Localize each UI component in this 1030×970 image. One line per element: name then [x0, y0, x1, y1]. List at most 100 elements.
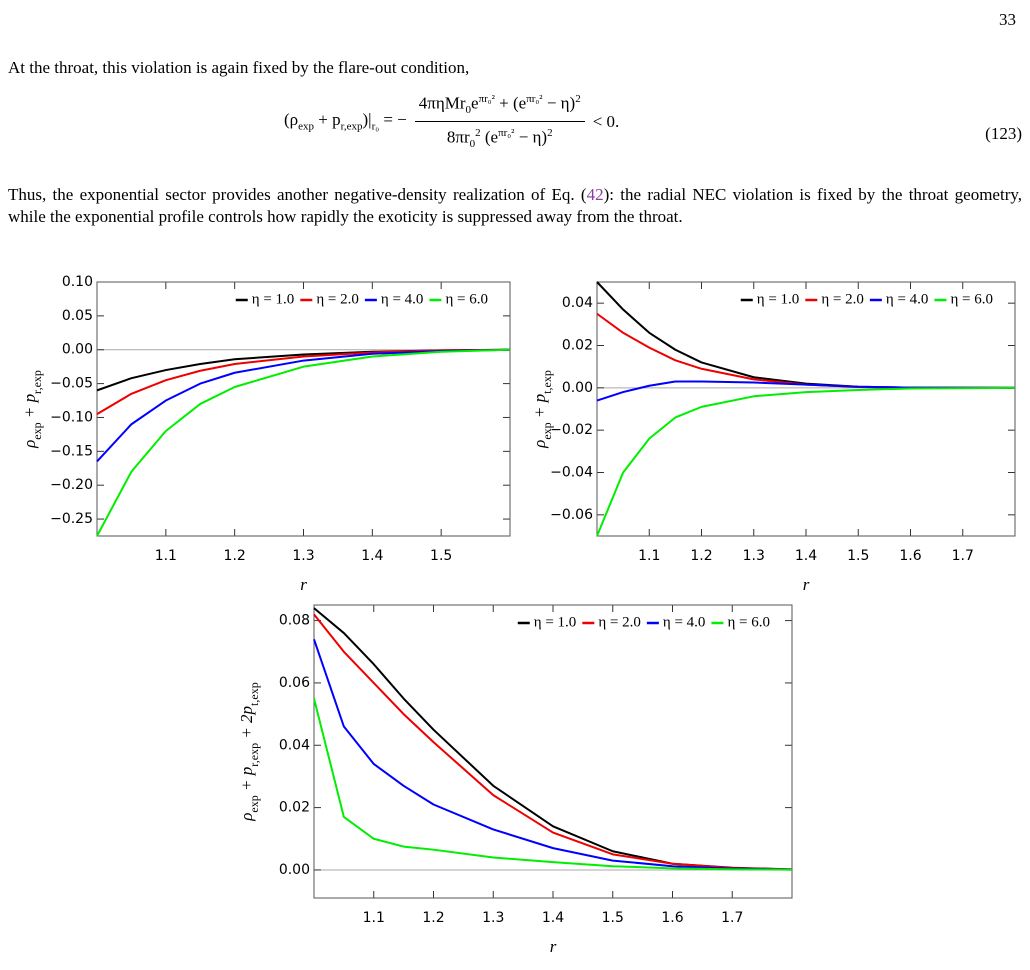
plot-frame — [96, 281, 511, 537]
y-axis-label-piece: ρ — [530, 440, 549, 449]
y-axis-label: ρexp + pr,exp — [20, 370, 44, 449]
series-line — [313, 698, 793, 871]
x-tick-label: 1.2 — [690, 548, 712, 564]
math-piece: 2 — [547, 127, 553, 140]
series-line — [313, 613, 793, 871]
math-piece: πr₀² — [478, 93, 495, 105]
y-axis-label-piece: + p — [530, 394, 549, 422]
legend-label: η = 4.0 — [381, 291, 424, 307]
y-tick-label: −0.05 — [50, 376, 93, 392]
x-tick-label: 1.5 — [847, 548, 869, 564]
series-line — [313, 607, 793, 871]
math-piece: (ρ — [284, 110, 299, 130]
math-piece: )| — [362, 110, 372, 130]
math-piece: 2 — [575, 93, 581, 105]
legend-label: η = 2.0 — [598, 614, 641, 630]
math-piece: + p — [314, 110, 341, 130]
equation-lhs: (ρexp + pr,exp)|r₀ = − — [284, 110, 407, 132]
x-tick-label: 1.6 — [661, 910, 683, 926]
y-axis-label-piece: t,exp — [247, 682, 261, 706]
math-piece: 2 — [475, 127, 481, 140]
y-tick-label: −0.06 — [550, 507, 593, 523]
equation-ref[interactable]: 42 — [586, 185, 604, 204]
x-tick-label: 1.7 — [952, 548, 974, 564]
x-tick-label: 1.2 — [422, 910, 444, 926]
y-axis-label: ρexp + pt,exp — [530, 370, 554, 449]
y-tick-label: 0.04 — [279, 737, 310, 753]
math-piece: = − — [379, 110, 407, 130]
equation-rhs: < 0. — [592, 111, 620, 131]
y-axis-label-piece: r,exp — [30, 370, 44, 394]
math-piece: r,exp — [340, 120, 363, 133]
x-tick-label: 1.5 — [430, 548, 452, 564]
x-tick-label: 1.5 — [602, 910, 624, 926]
text: Thus, the exponential sector provides an… — [8, 185, 587, 204]
math-piece: 0 — [465, 104, 472, 117]
math-piece: 4πηMr — [418, 93, 466, 113]
x-tick-label: 1.3 — [743, 548, 765, 564]
y-axis-label-piece: + 2p — [237, 706, 256, 743]
legend-label: η = 4.0 — [663, 614, 706, 630]
y-axis-label-piece: t,exp — [540, 370, 554, 394]
y-tick-label: −0.25 — [50, 511, 93, 527]
math-piece: πr₀² — [526, 93, 543, 105]
legend-label: η = 6.0 — [445, 291, 488, 307]
math-piece: − η) — [514, 127, 548, 147]
series-line — [313, 638, 793, 871]
x-axis-label: r — [550, 937, 557, 956]
y-tick-label: −0.15 — [50, 443, 93, 459]
math-piece: (e — [480, 127, 499, 147]
math-piece: 0 — [469, 138, 476, 151]
x-tick-label: 1.7 — [721, 910, 743, 926]
equation-number: (123) — [985, 124, 1022, 143]
y-tick-label: −0.04 — [550, 465, 593, 481]
y-axis-label-piece: + p — [237, 767, 256, 795]
y-tick-label: 0.05 — [62, 308, 93, 324]
equation: (ρexp + pr,exp)|r₀ = − 4πηMr0eπr₀² + (eπ… — [284, 93, 619, 150]
y-axis-label-piece: exp — [30, 422, 44, 439]
math-piece: 8πr — [446, 127, 470, 147]
y-tick-label: 0.10 — [62, 274, 93, 290]
x-tick-label: 1.6 — [899, 548, 921, 564]
series-line — [596, 312, 1016, 389]
series-line — [596, 380, 1016, 402]
y-axis-label-piece: r,exp — [247, 743, 261, 767]
legend-label: η = 6.0 — [950, 291, 993, 307]
denominator: 8πr02 (eπr₀² − η)2 — [447, 122, 553, 150]
y-tick-label: 0.04 — [562, 295, 593, 311]
y-tick-label: 0.00 — [562, 380, 593, 396]
x-tick-label: 1.1 — [363, 910, 385, 926]
legend-label: η = 1.0 — [757, 291, 800, 307]
legend-label: η = 1.0 — [534, 614, 577, 630]
y-axis-label-piece: exp — [247, 795, 261, 812]
math-piece: − η) — [542, 93, 576, 113]
x-tick-label: 1.4 — [542, 910, 564, 926]
y-axis-label-piece: ρ — [20, 440, 39, 449]
y-axis-label: ρexp + pr,exp + 2pt,exp — [237, 682, 261, 821]
x-tick-label: 1.4 — [795, 548, 817, 564]
legend-label: η = 2.0 — [821, 291, 864, 307]
y-axis-label-piece: + p — [20, 394, 39, 422]
text: ): the radial NEC violation is fixed by … — [8, 185, 1022, 226]
legend-label: η = 4.0 — [886, 291, 929, 307]
legend-label: η = 1.0 — [252, 291, 295, 307]
plot-frame — [313, 604, 793, 899]
math-piece: πr₀² — [498, 127, 515, 140]
math-piece: e — [471, 93, 479, 113]
x-tick-label: 1.4 — [361, 548, 383, 564]
x-axis-label: r — [300, 575, 307, 594]
y-tick-label: 0.00 — [279, 862, 310, 878]
y-tick-label: 0.02 — [279, 800, 310, 816]
fraction: 4πηMr0eπr₀² + (eπr₀² − η)2 8πr02 (eπr₀² … — [414, 93, 585, 150]
x-tick-label: 1.1 — [638, 548, 660, 564]
x-tick-label: 1.1 — [155, 548, 177, 564]
x-tick-label: 1.3 — [292, 548, 314, 564]
math-piece: + (e — [494, 93, 527, 113]
x-tick-label: 1.2 — [224, 548, 246, 564]
x-tick-label: 1.3 — [482, 910, 504, 926]
y-tick-label: −0.20 — [50, 477, 93, 493]
paragraph: Thus, the exponential sector provides an… — [8, 184, 1022, 228]
y-axis-label-piece: ρ — [237, 813, 256, 822]
